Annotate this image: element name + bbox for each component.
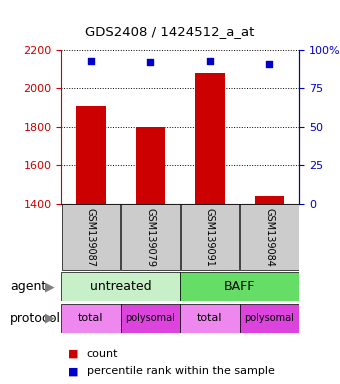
Text: percentile rank within the sample: percentile rank within the sample	[87, 366, 275, 376]
Text: BAFF: BAFF	[224, 280, 255, 293]
Bar	[240, 304, 299, 333]
Bar	[180, 304, 240, 333]
Bar	[180, 272, 299, 301]
Text: ■: ■	[68, 349, 79, 359]
Text: GSM139084: GSM139084	[265, 208, 274, 266]
Bar	[61, 272, 180, 301]
Bar	[195, 73, 225, 384]
Point	[267, 61, 272, 67]
Text: agent: agent	[10, 280, 47, 293]
Bar	[62, 204, 120, 270]
Point	[207, 58, 213, 64]
Text: ▶: ▶	[45, 280, 54, 293]
Text: polysomal: polysomal	[125, 313, 175, 323]
Bar	[76, 106, 106, 384]
Text: GDS2408 / 1424512_a_at: GDS2408 / 1424512_a_at	[85, 25, 255, 38]
Bar	[121, 204, 180, 270]
Text: GSM139079: GSM139079	[146, 208, 155, 266]
Text: GSM139087: GSM139087	[86, 208, 96, 266]
Bar	[121, 304, 180, 333]
Point	[148, 59, 153, 65]
Text: protocol: protocol	[10, 312, 61, 325]
Text: polysomal: polysomal	[244, 313, 294, 323]
Bar	[136, 127, 165, 384]
Text: total: total	[197, 313, 223, 323]
Text: GSM139091: GSM139091	[205, 208, 215, 266]
Point	[88, 58, 94, 64]
Text: total: total	[78, 313, 104, 323]
Bar	[255, 196, 284, 384]
Text: ▶: ▶	[45, 312, 54, 325]
Bar	[181, 204, 239, 270]
Text: count: count	[87, 349, 118, 359]
Bar	[61, 304, 121, 333]
Text: untreated: untreated	[90, 280, 152, 293]
Bar	[240, 204, 299, 270]
Text: ■: ■	[68, 366, 79, 376]
